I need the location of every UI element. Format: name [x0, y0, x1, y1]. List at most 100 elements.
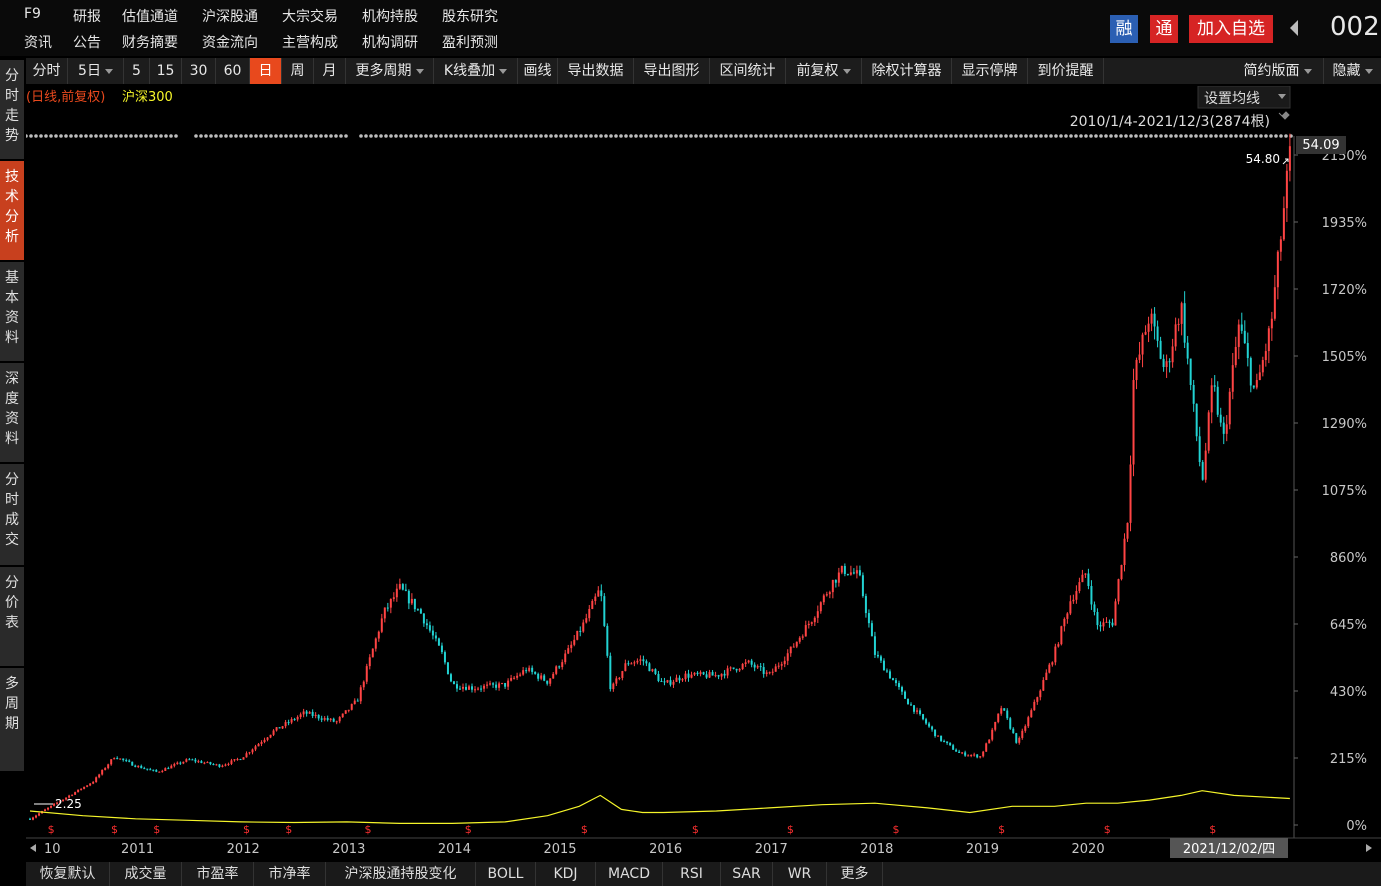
- tab-basic-info[interactable]: 基本资料: [0, 262, 24, 362]
- candle-body: [173, 764, 176, 766]
- tb-export-image[interactable]: 导出图形: [634, 58, 710, 84]
- candle-body: [1006, 710, 1009, 719]
- tb-export-data[interactable]: 导出数据: [558, 58, 634, 84]
- event-marker: [1014, 134, 1018, 138]
- prev-stock-icon[interactable]: [1288, 19, 1300, 37]
- tb-5day[interactable]: 5日: [68, 58, 124, 84]
- candle-body: [633, 662, 636, 664]
- tb-forward-adjust[interactable]: 前复权: [786, 58, 862, 84]
- tb-price-alert[interactable]: 到价提醒: [1028, 58, 1104, 84]
- tb-more-periods[interactable]: 更多周期: [346, 58, 434, 84]
- event-marker: [94, 134, 98, 138]
- event-marker: [79, 134, 83, 138]
- event-marker: [119, 134, 123, 138]
- menu-f9[interactable]: F9: [24, 6, 41, 22]
- tb-30min[interactable]: 30: [182, 58, 216, 84]
- tb-exright-calc[interactable]: 除权计算器: [862, 58, 952, 84]
- ma-settings-button[interactable]: [1197, 86, 1291, 109]
- menu-finance-summary[interactable]: 财务摘要: [122, 35, 178, 51]
- candle-body: [1081, 574, 1084, 583]
- tab-intraday[interactable]: 分时走势: [0, 60, 24, 160]
- kline-chart[interactable]: 0% 215% 430% 645% 860% 1075% 1290% 1505% 1720% 19…: [26, 86, 1381, 862]
- tb-15min[interactable]: 15: [150, 58, 182, 84]
- event-marker: [364, 134, 368, 138]
- hide-button[interactable]: 隐藏: [1324, 58, 1381, 84]
- menu-news[interactable]: 资讯: [24, 35, 52, 51]
- candle-body: [263, 739, 266, 743]
- menu-survey[interactable]: 机构调研: [362, 35, 418, 51]
- tb-5min[interactable]: 5: [124, 58, 150, 84]
- add-watchlist-button[interactable]: 加入自选: [1189, 15, 1273, 43]
- menu-shareholder[interactable]: 股东研究: [442, 9, 498, 25]
- scroll-left-icon[interactable]: [30, 844, 36, 852]
- candle-body: [392, 597, 395, 599]
- event-marker: [549, 134, 553, 138]
- tab-technical[interactable]: 技术分析: [0, 161, 24, 261]
- btn-hsgt-holding[interactable]: 沪深股通持股变化: [326, 862, 476, 886]
- candle-body: [504, 683, 507, 687]
- cursor-date-box: [1170, 838, 1288, 858]
- candle-body: [1051, 662, 1054, 665]
- tb-month[interactable]: 月: [314, 58, 346, 84]
- btn-volume[interactable]: 成交量: [110, 862, 182, 886]
- tb-week[interactable]: 周: [282, 58, 314, 84]
- tb-intraday[interactable]: 分时: [26, 58, 68, 84]
- btn-boll[interactable]: BOLL: [476, 862, 536, 886]
- event-marker: [984, 134, 988, 138]
- menu-hsgt[interactable]: 沪深股通: [202, 9, 258, 25]
- candle-body: [1000, 708, 1003, 714]
- candle-body: [693, 672, 696, 675]
- menu-business[interactable]: 主营构成: [282, 35, 338, 51]
- candle-body: [1075, 591, 1078, 600]
- menu-valuation[interactable]: 估值通道: [122, 9, 178, 25]
- event-marker: [1129, 134, 1133, 138]
- btn-pe[interactable]: 市盈率: [182, 862, 254, 886]
- tb-day[interactable]: 日: [250, 58, 282, 84]
- tab-price-table[interactable]: 分价表: [0, 567, 24, 667]
- candle-body: [191, 759, 194, 761]
- menu-announcement[interactable]: 公告: [73, 35, 101, 51]
- event-marker: [234, 134, 238, 138]
- menu-block-trade[interactable]: 大宗交易: [282, 9, 338, 25]
- tb-60min[interactable]: 60: [216, 58, 250, 84]
- candle-body: [71, 794, 74, 796]
- scroll-right-icon[interactable]: [1366, 844, 1372, 852]
- tab-multi-period[interactable]: 多周期: [0, 668, 24, 772]
- btn-more[interactable]: 更多: [827, 862, 883, 886]
- tb-range-stats[interactable]: 区间统计: [710, 58, 786, 84]
- menu-institution-holding[interactable]: 机构持股: [362, 9, 418, 25]
- cursor-date-label: 2021/12/02/四: [1183, 842, 1275, 857]
- candle-body: [1273, 287, 1276, 319]
- candle-body: [873, 636, 876, 655]
- event-marker: [104, 134, 108, 138]
- candle-body: [35, 815, 38, 818]
- simple-layout-button[interactable]: 简约版面: [1232, 58, 1324, 84]
- tab-ticks[interactable]: 分时成交: [0, 464, 24, 566]
- event-marker: [739, 134, 743, 138]
- tb-draw[interactable]: 画线: [518, 58, 558, 84]
- event-marker: [974, 134, 978, 138]
- menu-forecast[interactable]: 盈利预测: [442, 35, 498, 51]
- tb-show-suspend[interactable]: 显示停牌: [952, 58, 1028, 84]
- btn-wr[interactable]: WR: [773, 862, 827, 886]
- btn-sar[interactable]: SAR: [721, 862, 773, 886]
- tb-kline-overlay[interactable]: K线叠加: [434, 58, 518, 84]
- menu-research[interactable]: 研报: [73, 9, 101, 25]
- tab-deep-info[interactable]: 深度资料: [0, 363, 24, 463]
- event-marker: [724, 134, 728, 138]
- candle-body: [669, 680, 672, 685]
- candle-body: [1282, 208, 1285, 240]
- btn-macd[interactable]: MACD: [596, 862, 663, 886]
- menu-fund-flow[interactable]: 资金流向: [202, 35, 258, 51]
- btn-rsi[interactable]: RSI: [663, 862, 721, 886]
- btn-restore-default[interactable]: 恢复默认: [26, 862, 110, 886]
- candle-body: [1036, 697, 1039, 702]
- btn-pb[interactable]: 市净率: [254, 862, 326, 886]
- candle-body: [591, 600, 594, 609]
- event-marker: [959, 134, 963, 138]
- btn-kdj[interactable]: KDJ: [536, 862, 596, 886]
- tb-kline-overlay-label: K线叠加: [443, 63, 496, 79]
- candle-body: [976, 754, 979, 758]
- candle-body: [516, 675, 519, 678]
- chevron-down-icon: [415, 68, 424, 74]
